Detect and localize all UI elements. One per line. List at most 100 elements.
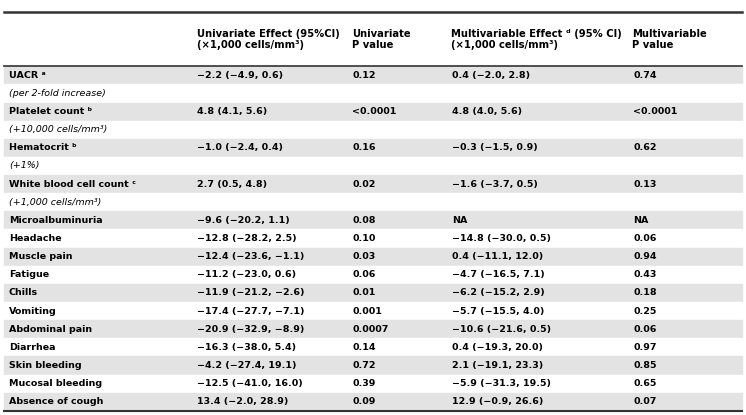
Bar (4, 103, 742, 121)
Text: (per 2-fold increase): (per 2-fold increase) (9, 89, 106, 98)
Text: −11.2 (−23.0, 0.6): −11.2 (−23.0, 0.6) (197, 270, 296, 279)
Text: Headache: Headache (9, 234, 62, 243)
Text: 0.65: 0.65 (633, 379, 656, 388)
Text: −5.7 (−15.5, 4.0): −5.7 (−15.5, 4.0) (452, 307, 545, 315)
Bar (4, 84, 742, 103)
Text: −10.6 (−21.6, 0.5): −10.6 (−21.6, 0.5) (452, 325, 551, 334)
Text: −16.3 (−38.0, 5.4): −16.3 (−38.0, 5.4) (197, 343, 296, 352)
Text: 0.4 (−19.3, 20.0): 0.4 (−19.3, 20.0) (452, 343, 543, 352)
Text: 0.03: 0.03 (352, 252, 376, 261)
Text: Multivariable
P value: Multivariable P value (633, 29, 707, 50)
Bar (4, 121, 742, 139)
Text: 0.85: 0.85 (633, 361, 656, 370)
Bar (4, 356, 742, 375)
Text: −12.8 (−28.2, 2.5): −12.8 (−28.2, 2.5) (197, 234, 297, 243)
Text: −0.3 (−1.5, 0.9): −0.3 (−1.5, 0.9) (452, 143, 538, 152)
Text: UACR ᵃ: UACR ᵃ (9, 71, 46, 80)
Text: Chills: Chills (9, 288, 38, 298)
Text: 0.09: 0.09 (352, 397, 376, 406)
Text: 0.06: 0.06 (633, 325, 656, 334)
Text: 2.1 (−19.1, 23.3): 2.1 (−19.1, 23.3) (452, 361, 543, 370)
Text: 4.8 (4.1, 5.6): 4.8 (4.1, 5.6) (197, 107, 268, 116)
Text: Abdominal pain: Abdominal pain (9, 325, 92, 334)
Bar (4, 338, 742, 356)
Text: Vomiting: Vomiting (9, 307, 57, 315)
Text: 0.25: 0.25 (633, 307, 656, 315)
Text: −11.9 (−21.2, −2.6): −11.9 (−21.2, −2.6) (197, 288, 305, 298)
Text: 0.06: 0.06 (633, 234, 656, 243)
Bar (4, 12, 742, 66)
Text: 0.01: 0.01 (352, 288, 376, 298)
Text: <0.0001: <0.0001 (633, 107, 677, 116)
Text: 0.14: 0.14 (352, 343, 376, 352)
Text: NA: NA (633, 216, 648, 225)
Text: 0.4 (−2.0, 2.8): 0.4 (−2.0, 2.8) (452, 71, 530, 80)
Text: Skin bleeding: Skin bleeding (9, 361, 81, 370)
Bar (4, 266, 742, 284)
Text: 0.0007: 0.0007 (352, 325, 389, 334)
Text: (+10,000 cells/mm³): (+10,000 cells/mm³) (9, 125, 107, 134)
Text: Absence of cough: Absence of cough (9, 397, 104, 406)
Text: Multivariable Effect ᵈ (95% CI)
(×1,000 cells/mm³): Multivariable Effect ᵈ (95% CI) (×1,000 … (451, 29, 622, 50)
Text: NA: NA (452, 216, 468, 225)
Text: (+1%): (+1%) (9, 161, 40, 171)
Text: −5.9 (−31.3, 19.5): −5.9 (−31.3, 19.5) (452, 379, 551, 388)
Text: 0.08: 0.08 (352, 216, 376, 225)
Bar (4, 302, 742, 320)
Text: 0.02: 0.02 (352, 180, 376, 189)
Text: −1.0 (−2.4, 0.4): −1.0 (−2.4, 0.4) (197, 143, 283, 152)
Text: −4.2 (−27.4, 19.1): −4.2 (−27.4, 19.1) (197, 361, 297, 370)
Bar (4, 284, 742, 302)
Text: −4.7 (−16.5, 7.1): −4.7 (−16.5, 7.1) (452, 270, 545, 279)
Text: −20.9 (−32.9, −8.9): −20.9 (−32.9, −8.9) (197, 325, 304, 334)
Text: Mucosal bleeding: Mucosal bleeding (9, 379, 102, 388)
Bar (4, 320, 742, 338)
Text: 0.13: 0.13 (633, 180, 656, 189)
Bar (4, 193, 742, 211)
Text: 0.43: 0.43 (633, 270, 656, 279)
Text: Platelet count ᵇ: Platelet count ᵇ (9, 107, 92, 116)
Text: Univariate
P value: Univariate P value (351, 29, 410, 50)
Text: −12.4 (−23.6, −1.1): −12.4 (−23.6, −1.1) (197, 252, 304, 261)
Text: 0.18: 0.18 (633, 288, 656, 298)
Text: 12.9 (−0.9, 26.6): 12.9 (−0.9, 26.6) (452, 397, 543, 406)
Bar (4, 211, 742, 229)
Text: 2.7 (0.5, 4.8): 2.7 (0.5, 4.8) (197, 180, 267, 189)
Bar (4, 66, 742, 84)
Text: 0.4 (−11.1, 12.0): 0.4 (−11.1, 12.0) (452, 252, 543, 261)
Bar (4, 375, 742, 393)
Text: 0.39: 0.39 (352, 379, 376, 388)
Text: Microalbuminuria: Microalbuminuria (9, 216, 103, 225)
Text: −1.6 (−3.7, 0.5): −1.6 (−3.7, 0.5) (452, 180, 538, 189)
Text: −2.2 (−4.9, 0.6): −2.2 (−4.9, 0.6) (197, 71, 283, 80)
Text: Muscle pain: Muscle pain (9, 252, 72, 261)
Text: 13.4 (−2.0, 28.9): 13.4 (−2.0, 28.9) (197, 397, 289, 406)
Text: 0.62: 0.62 (633, 143, 656, 152)
Text: 0.001: 0.001 (352, 307, 382, 315)
Text: (+1,000 cells/mm³): (+1,000 cells/mm³) (9, 198, 101, 207)
Bar (4, 229, 742, 248)
Bar (4, 139, 742, 157)
Text: 0.16: 0.16 (352, 143, 376, 152)
Text: <0.0001: <0.0001 (352, 107, 397, 116)
Text: 0.12: 0.12 (352, 71, 376, 80)
Text: Fatigue: Fatigue (9, 270, 49, 279)
Text: White blood cell count ᶜ: White blood cell count ᶜ (9, 180, 136, 189)
Text: 0.07: 0.07 (633, 397, 656, 406)
Text: Univariate Effect (95%CI)
(×1,000 cells/mm³): Univariate Effect (95%CI) (×1,000 cells/… (196, 29, 339, 50)
Bar (4, 175, 742, 193)
Text: 0.74: 0.74 (633, 71, 656, 80)
Text: −9.6 (−20.2, 1.1): −9.6 (−20.2, 1.1) (197, 216, 290, 225)
Bar (4, 157, 742, 175)
Text: 0.06: 0.06 (352, 270, 376, 279)
Text: 4.8 (4.0, 5.6): 4.8 (4.0, 5.6) (452, 107, 522, 116)
Text: 0.97: 0.97 (633, 343, 656, 352)
Text: 0.10: 0.10 (352, 234, 376, 243)
Bar (4, 393, 742, 411)
Text: −17.4 (−27.7, −7.1): −17.4 (−27.7, −7.1) (197, 307, 305, 315)
Text: −6.2 (−15.2, 2.9): −6.2 (−15.2, 2.9) (452, 288, 545, 298)
Text: Diarrhea: Diarrhea (9, 343, 55, 352)
Text: 0.94: 0.94 (633, 252, 656, 261)
Text: −12.5 (−41.0, 16.0): −12.5 (−41.0, 16.0) (197, 379, 303, 388)
Text: Hematocrit ᵇ: Hematocrit ᵇ (9, 143, 77, 152)
